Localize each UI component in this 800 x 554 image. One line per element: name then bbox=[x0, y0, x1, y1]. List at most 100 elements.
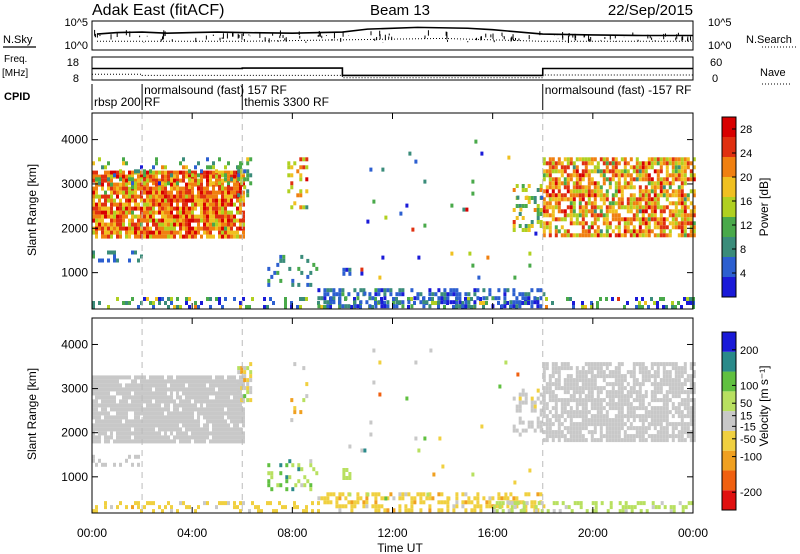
velocity-cell bbox=[563, 386, 567, 391]
velocity-cell bbox=[164, 395, 167, 400]
velocity-cell bbox=[548, 430, 552, 435]
velocity-cell bbox=[572, 394, 576, 399]
power-cell bbox=[239, 190, 242, 195]
power-cell bbox=[665, 177, 669, 182]
velocity-cell bbox=[452, 508, 456, 513]
velocity-cell bbox=[254, 505, 257, 510]
velocity-cell bbox=[230, 383, 233, 388]
velocity-cell bbox=[182, 379, 185, 384]
power-cell bbox=[587, 181, 591, 186]
velocity-cell bbox=[290, 418, 294, 423]
power-cell bbox=[344, 296, 348, 301]
power-cell bbox=[218, 210, 221, 215]
velocity-cell bbox=[230, 403, 233, 408]
velocity-cell bbox=[377, 492, 381, 497]
power-cell bbox=[551, 209, 555, 214]
power-cell bbox=[650, 197, 654, 202]
power-cell bbox=[176, 210, 179, 215]
velocity-cell bbox=[608, 430, 612, 435]
power-cell bbox=[413, 296, 417, 301]
power-cell bbox=[107, 161, 110, 166]
power-cell bbox=[101, 234, 104, 239]
power-cell bbox=[650, 181, 654, 186]
colorbar-tick-label: 24 bbox=[740, 148, 752, 160]
power-cell bbox=[560, 233, 564, 238]
velocity-cell bbox=[378, 392, 382, 397]
velocity-cell bbox=[104, 411, 107, 416]
velocity-cell bbox=[140, 407, 143, 412]
power-cell bbox=[143, 198, 146, 203]
velocity-cell bbox=[101, 395, 104, 400]
power-cell bbox=[170, 194, 173, 199]
power-cell bbox=[119, 182, 122, 187]
velocity-cell bbox=[680, 402, 684, 407]
freq-tick-low: 8 bbox=[73, 73, 79, 85]
velocity-cell bbox=[92, 379, 95, 384]
velocity-cell bbox=[647, 402, 651, 407]
velocity-cell bbox=[578, 370, 582, 375]
power-cell bbox=[218, 214, 221, 219]
velocity-cell bbox=[239, 391, 242, 396]
power-cell bbox=[665, 169, 669, 174]
velocity-cell bbox=[237, 370, 241, 375]
velocity-cell bbox=[134, 407, 137, 412]
velocity-cell bbox=[569, 430, 573, 435]
power-cell bbox=[92, 305, 95, 309]
power-cell bbox=[581, 173, 585, 178]
power-cell bbox=[107, 305, 110, 309]
power-colorbar-swatch bbox=[722, 217, 736, 237]
velocity-cell bbox=[650, 410, 654, 415]
velocity-cell bbox=[155, 431, 158, 436]
velocity-cell bbox=[221, 403, 224, 408]
velocity-cell bbox=[620, 382, 624, 387]
power-cell bbox=[206, 222, 209, 227]
velocity-cell bbox=[497, 496, 501, 501]
power-cell bbox=[632, 225, 636, 230]
power-cell bbox=[273, 270, 277, 275]
velocity-cell bbox=[173, 383, 176, 388]
velocity-cell bbox=[554, 366, 558, 371]
velocity-cell bbox=[137, 435, 140, 440]
velocity-cell bbox=[366, 492, 370, 497]
power-cell bbox=[290, 301, 293, 305]
power-cell bbox=[548, 221, 552, 226]
velocity-cell bbox=[545, 382, 549, 387]
velocity-cell bbox=[581, 398, 585, 403]
velocity-cell bbox=[623, 422, 627, 427]
velocity-cell bbox=[656, 418, 660, 423]
power-cell bbox=[671, 301, 674, 305]
velocity-cell bbox=[587, 394, 591, 399]
power-cell bbox=[602, 213, 606, 218]
velocity-cell bbox=[134, 375, 137, 380]
power-cell bbox=[542, 201, 546, 206]
power-cell bbox=[206, 170, 209, 175]
power-cell bbox=[581, 225, 585, 230]
power-cell bbox=[414, 159, 418, 164]
velocity-cell bbox=[611, 438, 615, 443]
power-cell bbox=[116, 194, 119, 199]
velocity-cell bbox=[161, 423, 164, 428]
velocity-cell bbox=[674, 370, 678, 375]
power-cell bbox=[267, 282, 271, 287]
power-cell bbox=[374, 301, 377, 305]
velocity-cell bbox=[152, 419, 155, 424]
power-cell bbox=[659, 297, 662, 301]
velocity-cell bbox=[639, 501, 643, 506]
velocity-cell bbox=[218, 407, 221, 412]
velocity-cell bbox=[599, 430, 603, 435]
velocity-cell bbox=[212, 403, 215, 408]
power-cell bbox=[137, 218, 140, 223]
velocity-cell bbox=[650, 422, 654, 427]
velocity-cell bbox=[164, 415, 167, 420]
power-cell bbox=[188, 185, 191, 190]
power-cell bbox=[569, 205, 573, 210]
power-cell bbox=[638, 197, 642, 202]
power-cell bbox=[593, 217, 597, 222]
power-cell bbox=[282, 254, 286, 259]
velocity-cell bbox=[533, 428, 537, 433]
power-cell bbox=[197, 173, 200, 178]
power-cell bbox=[554, 201, 558, 206]
velocity-cell bbox=[285, 475, 289, 480]
velocity-cell bbox=[594, 501, 598, 506]
velocity-cell bbox=[279, 483, 283, 488]
